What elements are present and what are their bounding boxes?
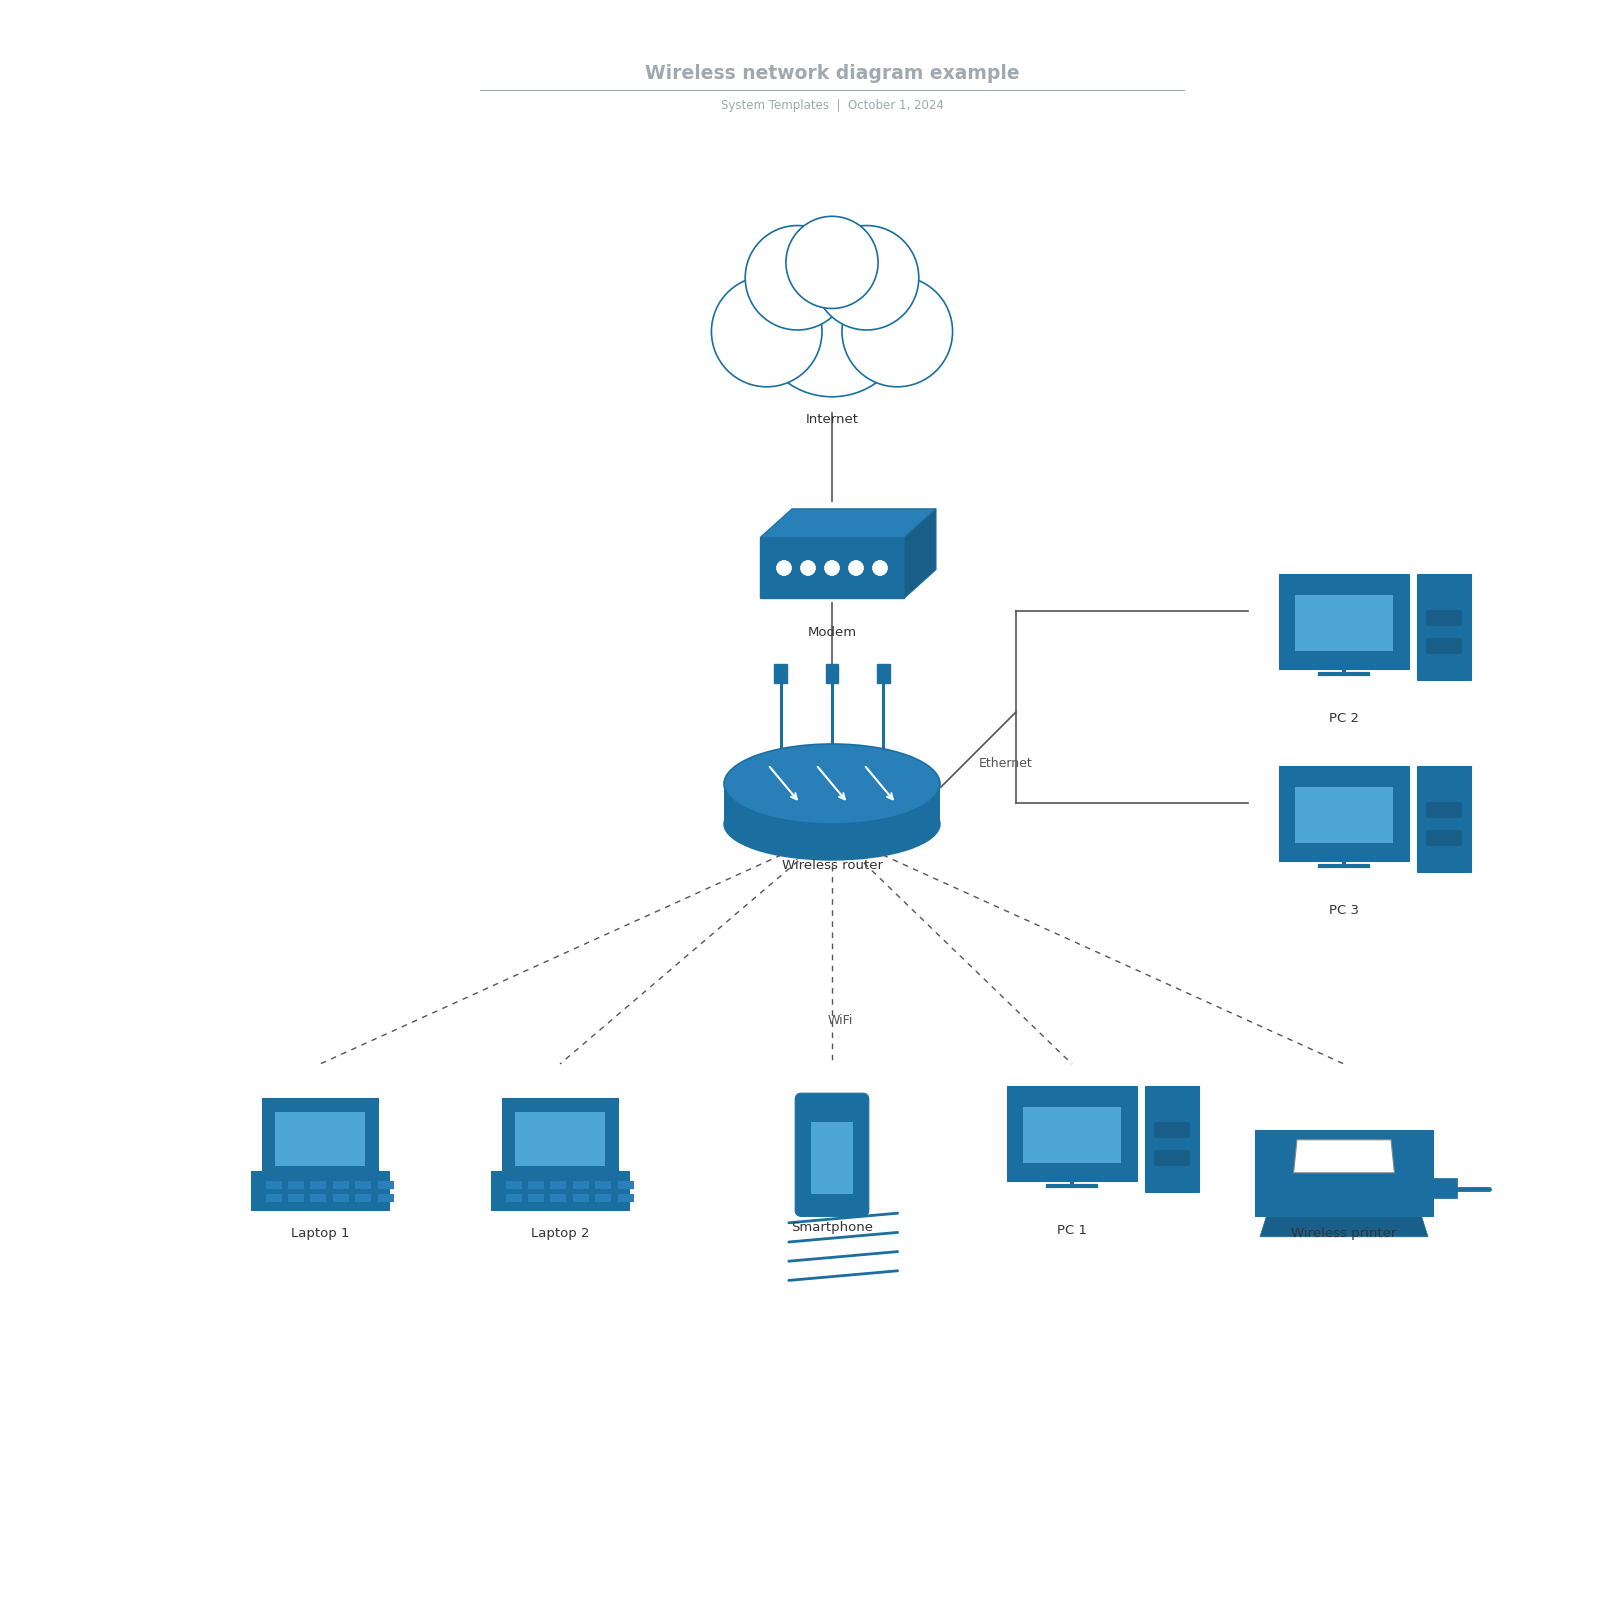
Circle shape — [746, 226, 850, 330]
FancyBboxPatch shape — [550, 1194, 566, 1202]
Circle shape — [814, 226, 918, 330]
FancyBboxPatch shape — [355, 1181, 371, 1189]
Circle shape — [778, 560, 792, 576]
FancyBboxPatch shape — [251, 1171, 389, 1210]
FancyBboxPatch shape — [262, 1098, 378, 1181]
FancyBboxPatch shape — [1426, 830, 1462, 846]
Circle shape — [826, 560, 840, 576]
FancyBboxPatch shape — [266, 1194, 282, 1202]
FancyBboxPatch shape — [1024, 1107, 1120, 1163]
FancyBboxPatch shape — [333, 1181, 349, 1189]
FancyBboxPatch shape — [1154, 1122, 1190, 1138]
FancyBboxPatch shape — [1426, 610, 1462, 626]
FancyBboxPatch shape — [491, 1171, 629, 1210]
Text: System Templates  |  October 1, 2024: System Templates | October 1, 2024 — [720, 99, 944, 112]
Text: Laptop 2: Laptop 2 — [531, 1227, 589, 1240]
FancyBboxPatch shape — [826, 664, 838, 683]
FancyBboxPatch shape — [573, 1181, 589, 1189]
Text: Wireless printer: Wireless printer — [1291, 1227, 1397, 1240]
FancyBboxPatch shape — [1280, 574, 1408, 669]
FancyBboxPatch shape — [760, 538, 904, 598]
FancyBboxPatch shape — [1296, 595, 1392, 651]
Text: PC 3: PC 3 — [1330, 904, 1358, 917]
FancyBboxPatch shape — [573, 1194, 589, 1202]
FancyBboxPatch shape — [1429, 1178, 1456, 1198]
FancyBboxPatch shape — [1296, 787, 1392, 843]
Circle shape — [800, 560, 816, 576]
FancyBboxPatch shape — [528, 1194, 544, 1202]
FancyBboxPatch shape — [550, 1181, 566, 1189]
Polygon shape — [760, 509, 936, 538]
Circle shape — [848, 560, 864, 576]
FancyBboxPatch shape — [288, 1194, 304, 1202]
Text: PC 2: PC 2 — [1330, 712, 1358, 725]
FancyBboxPatch shape — [275, 1112, 365, 1166]
FancyBboxPatch shape — [310, 1194, 326, 1202]
FancyBboxPatch shape — [378, 1181, 394, 1189]
FancyBboxPatch shape — [378, 1194, 394, 1202]
FancyBboxPatch shape — [1416, 573, 1470, 680]
FancyBboxPatch shape — [528, 1181, 544, 1189]
Polygon shape — [904, 509, 936, 598]
Circle shape — [842, 277, 952, 387]
FancyBboxPatch shape — [701, 309, 963, 347]
FancyBboxPatch shape — [618, 1194, 634, 1202]
Polygon shape — [1293, 1139, 1394, 1173]
Text: Laptop 1: Laptop 1 — [291, 1227, 349, 1240]
FancyBboxPatch shape — [1008, 1086, 1136, 1181]
FancyBboxPatch shape — [506, 1181, 522, 1189]
Circle shape — [786, 216, 878, 309]
Text: PC 1: PC 1 — [1058, 1224, 1086, 1237]
FancyBboxPatch shape — [1416, 765, 1470, 872]
Polygon shape — [723, 784, 941, 824]
Circle shape — [712, 277, 822, 387]
Circle shape — [755, 243, 909, 397]
Text: Internet: Internet — [805, 413, 859, 426]
FancyBboxPatch shape — [1426, 638, 1462, 654]
FancyBboxPatch shape — [515, 1112, 605, 1166]
FancyBboxPatch shape — [1280, 766, 1408, 861]
FancyBboxPatch shape — [506, 1194, 522, 1202]
Text: Modem: Modem — [808, 626, 856, 638]
Polygon shape — [1261, 1211, 1429, 1237]
FancyBboxPatch shape — [310, 1181, 326, 1189]
FancyBboxPatch shape — [266, 1181, 282, 1189]
Text: Ethernet: Ethernet — [979, 757, 1034, 770]
FancyBboxPatch shape — [1144, 1085, 1198, 1192]
Text: Smartphone: Smartphone — [790, 1221, 874, 1234]
Text: Wireless network diagram example: Wireless network diagram example — [645, 64, 1019, 83]
FancyBboxPatch shape — [595, 1181, 611, 1189]
Ellipse shape — [723, 744, 941, 824]
Text: WiFi: WiFi — [827, 1014, 853, 1027]
Text: Wireless router: Wireless router — [781, 859, 883, 872]
FancyBboxPatch shape — [1256, 1130, 1434, 1216]
Ellipse shape — [723, 787, 941, 861]
FancyBboxPatch shape — [811, 1122, 853, 1194]
FancyBboxPatch shape — [288, 1181, 304, 1189]
Circle shape — [874, 560, 888, 576]
FancyBboxPatch shape — [795, 1093, 869, 1216]
FancyBboxPatch shape — [595, 1194, 611, 1202]
FancyBboxPatch shape — [1426, 802, 1462, 818]
FancyBboxPatch shape — [618, 1181, 634, 1189]
FancyBboxPatch shape — [774, 664, 787, 683]
FancyBboxPatch shape — [355, 1194, 371, 1202]
FancyBboxPatch shape — [1154, 1150, 1190, 1166]
FancyBboxPatch shape — [502, 1098, 618, 1181]
FancyBboxPatch shape — [877, 664, 890, 683]
FancyBboxPatch shape — [333, 1194, 349, 1202]
